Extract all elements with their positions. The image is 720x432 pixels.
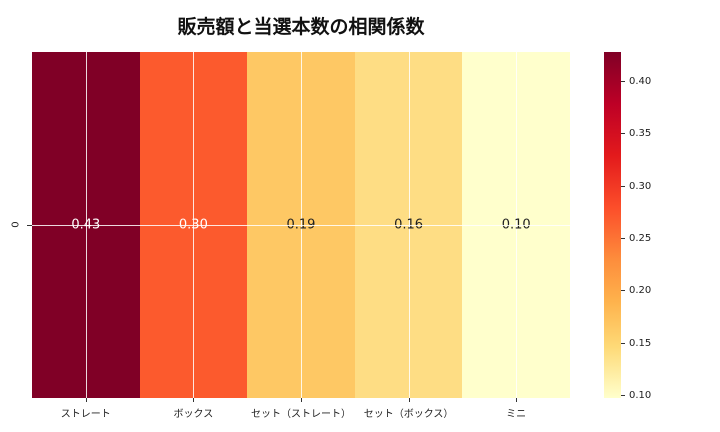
x-tick-label: ボックス xyxy=(140,398,248,420)
x-tick-label: ストレート xyxy=(32,398,140,420)
colorbar-tick: 0.35 xyxy=(621,128,651,139)
colorbar-tick: 0.30 xyxy=(621,181,651,192)
y-tick-label: 0 xyxy=(10,221,22,228)
colorbar-tick: 0.20 xyxy=(621,285,651,296)
grid-line xyxy=(32,225,570,226)
x-axis: ストレート ボックス セット（ストレート） セット（ボックス） ミニ xyxy=(32,398,570,420)
colorbar-tick: 0.25 xyxy=(621,233,651,244)
colorbar-tick: 0.10 xyxy=(621,390,651,401)
y-tick-mark xyxy=(27,225,32,226)
colorbar-tick: 0.40 xyxy=(621,76,651,87)
colorbar xyxy=(604,52,621,398)
heatmap: 0.43 0.30 0.19 0.16 0.10 xyxy=(32,52,570,398)
x-tick-label: セット（ボックス） xyxy=(355,398,463,420)
x-tick-label: ミニ xyxy=(462,398,570,420)
x-tick-label: セット（ストレート） xyxy=(247,398,355,420)
colorbar-tick: 0.15 xyxy=(621,338,651,349)
chart-title: 販売額と当選本数の相関係数 xyxy=(177,16,425,38)
